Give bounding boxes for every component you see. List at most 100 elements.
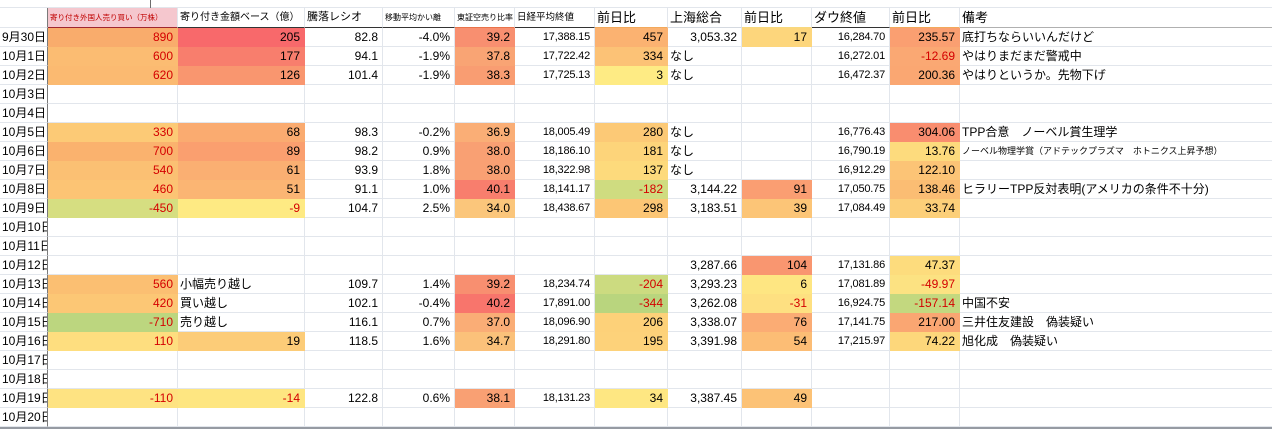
date-cell[interactable]: 10月17日 — [0, 351, 48, 370]
cell-notes[interactable]: やはりというか。先物下げ — [960, 66, 1272, 85]
cell-foreign-pre-open-shares[interactable]: -450 — [48, 199, 178, 218]
cell-dow-change[interactable]: 74.22 — [890, 332, 960, 351]
cell-ma-deviation[interactable] — [383, 237, 455, 256]
date-cell[interactable]: 10月14日 — [0, 294, 48, 313]
cell-advance-decline-ratio[interactable]: 116.1 — [305, 313, 383, 332]
cell-pre-open-amount-base[interactable]: -14 — [178, 389, 305, 408]
cell-shanghai-change[interactable]: 104 — [742, 256, 812, 275]
cell-nikkei-close[interactable]: 18,234.74 — [515, 275, 595, 294]
header-shanghai-change[interactable]: 前日比 — [742, 8, 812, 28]
cell-nikkei-change[interactable]: 195 — [595, 332, 668, 351]
cell-nikkei-change[interactable]: -204 — [595, 275, 668, 294]
date-cell[interactable]: 10月3日 — [0, 85, 48, 104]
cell-nikkei-close[interactable]: 18,005.49 — [515, 123, 595, 142]
date-cell[interactable]: 10月1日 — [0, 47, 48, 66]
cell-shanghai-composite[interactable]: 3,183.51 — [668, 199, 742, 218]
cell-pre-open-amount-base[interactable]: 61 — [178, 161, 305, 180]
cell-dow-change[interactable] — [890, 218, 960, 237]
cell-advance-decline-ratio[interactable]: 82.8 — [305, 28, 383, 47]
date-cell[interactable]: 9月30日 — [0, 28, 48, 47]
cell-shanghai-composite[interactable] — [668, 408, 742, 427]
cell-dow-change[interactable]: 217.00 — [890, 313, 960, 332]
cell-nikkei-change[interactable]: 3 — [595, 66, 668, 85]
cell-notes[interactable]: ノーベル物理学賞（アドテックプラズマ ホトニクス上昇予想） — [960, 142, 1272, 161]
cell-dow-change[interactable] — [890, 85, 960, 104]
cell-notes[interactable]: 中国不安 — [960, 294, 1272, 313]
cell-shanghai-change[interactable]: -31 — [742, 294, 812, 313]
header-dow-close[interactable]: ダウ終値 — [812, 8, 890, 28]
cell-ma-deviation[interactable]: 1.4% — [383, 275, 455, 294]
date-cell[interactable]: 10月20日 — [0, 408, 48, 427]
cell-advance-decline-ratio[interactable] — [305, 104, 383, 123]
cell-shanghai-change[interactable] — [742, 161, 812, 180]
cell-advance-decline-ratio[interactable] — [305, 408, 383, 427]
cell-shanghai-composite[interactable] — [668, 370, 742, 389]
cell-shanghai-change[interactable] — [742, 351, 812, 370]
cell-shanghai-composite[interactable]: なし — [668, 66, 742, 85]
cell-foreign-pre-open-shares[interactable] — [48, 218, 178, 237]
cell-advance-decline-ratio[interactable]: 94.1 — [305, 47, 383, 66]
cell-dow-change[interactable]: 138.46 — [890, 180, 960, 199]
cell-nikkei-change[interactable]: 181 — [595, 142, 668, 161]
cell-notes[interactable]: TPP合意 ノーベル賞生理学 — [960, 123, 1272, 142]
cell-nikkei-close[interactable]: 17,388.15 — [515, 28, 595, 47]
cell-nikkei-change[interactable] — [595, 104, 668, 123]
cell-shanghai-change[interactable]: 91 — [742, 180, 812, 199]
date-cell[interactable]: 10月5日 — [0, 123, 48, 142]
cell-nikkei-close[interactable]: 18,322.98 — [515, 161, 595, 180]
cell-advance-decline-ratio[interactable]: 102.1 — [305, 294, 383, 313]
cell-foreign-pre-open-shares[interactable]: 700 — [48, 142, 178, 161]
cell-dow-close[interactable]: 16,924.75 — [812, 294, 890, 313]
cell-ma-deviation[interactable] — [383, 104, 455, 123]
cell-shanghai-composite[interactable]: 3,287.66 — [668, 256, 742, 275]
cell-nikkei-close[interactable]: 18,096.90 — [515, 313, 595, 332]
cell-ma-deviation[interactable]: -1.9% — [383, 47, 455, 66]
cell-shanghai-change[interactable] — [742, 237, 812, 256]
cell-nikkei-close[interactable]: 17,725.13 — [515, 66, 595, 85]
cell-shanghai-change[interactable]: 6 — [742, 275, 812, 294]
cell-notes[interactable] — [960, 370, 1272, 389]
cell-shanghai-change[interactable]: 17 — [742, 28, 812, 47]
cell-shanghai-composite[interactable]: なし — [668, 142, 742, 161]
cell-ma-deviation[interactable]: -0.2% — [383, 123, 455, 142]
cell-nikkei-change[interactable]: 280 — [595, 123, 668, 142]
cell-nikkei-close[interactable]: 18,186.10 — [515, 142, 595, 161]
cell-shanghai-composite[interactable]: 3,293.23 — [668, 275, 742, 294]
cell-nikkei-close[interactable] — [515, 218, 595, 237]
cell-ma-deviation[interactable]: 1.0% — [383, 180, 455, 199]
cell-shanghai-change[interactable]: 39 — [742, 199, 812, 218]
cell-advance-decline-ratio[interactable] — [305, 85, 383, 104]
cell-notes[interactable] — [960, 408, 1272, 427]
cell-nikkei-change[interactable]: 334 — [595, 47, 668, 66]
cell-shanghai-change[interactable]: 76 — [742, 313, 812, 332]
cell-ma-deviation[interactable]: 0.7% — [383, 313, 455, 332]
header-dow-change[interactable]: 前日比 — [890, 8, 960, 28]
cell-advance-decline-ratio[interactable]: 98.3 — [305, 123, 383, 142]
cell-shanghai-change[interactable] — [742, 104, 812, 123]
cell-dow-close[interactable] — [812, 408, 890, 427]
cell-dow-change[interactable]: -157.14 — [890, 294, 960, 313]
cell-foreign-pre-open-shares[interactable] — [48, 104, 178, 123]
cell-short-sell-ratio[interactable]: 37.0 — [455, 313, 515, 332]
cell-nikkei-change[interactable] — [595, 256, 668, 275]
header-ma-deviation[interactable]: 移動平均かい離 — [383, 8, 455, 28]
cell-pre-open-amount-base[interactable]: 小幅売り越し — [178, 275, 305, 294]
cell-notes[interactable] — [960, 85, 1272, 104]
cell-short-sell-ratio[interactable]: 36.9 — [455, 123, 515, 142]
cell-pre-open-amount-base[interactable]: 19 — [178, 332, 305, 351]
cell-dow-change[interactable]: -12.69 — [890, 47, 960, 66]
cell-ma-deviation[interactable]: -0.4% — [383, 294, 455, 313]
cell-shanghai-composite[interactable]: なし — [668, 47, 742, 66]
cell-advance-decline-ratio[interactable]: 93.9 — [305, 161, 383, 180]
cell-foreign-pre-open-shares[interactable]: -710 — [48, 313, 178, 332]
cell-advance-decline-ratio[interactable]: 122.8 — [305, 389, 383, 408]
cell-pre-open-amount-base[interactable] — [178, 408, 305, 427]
date-cell[interactable]: 10月2日 — [0, 66, 48, 85]
cell-advance-decline-ratio[interactable]: 98.2 — [305, 142, 383, 161]
cell-nikkei-change[interactable]: -344 — [595, 294, 668, 313]
cell-pre-open-amount-base[interactable]: 89 — [178, 142, 305, 161]
cell-shanghai-change[interactable] — [742, 123, 812, 142]
cell-nikkei-close[interactable]: 18,131.23 — [515, 389, 595, 408]
cell-notes[interactable] — [960, 161, 1272, 180]
cell-dow-change[interactable]: 235.57 — [890, 28, 960, 47]
